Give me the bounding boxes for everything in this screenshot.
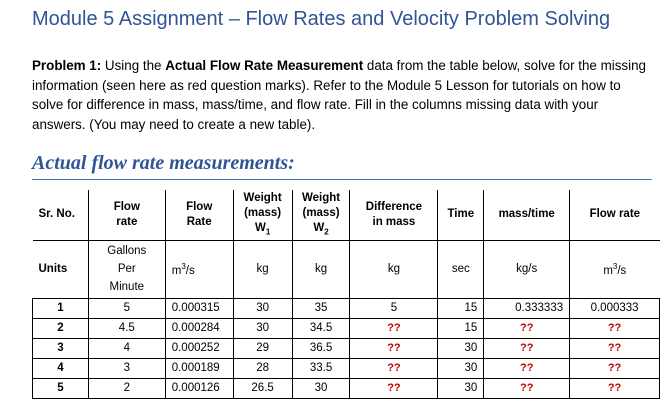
cell-gpm: 2 — [87, 378, 166, 399]
units-m3s: m3/s — [164, 240, 234, 299]
units-kg-w1: kg — [232, 240, 293, 299]
cell-time: 30 — [437, 378, 484, 399]
cell-diff: 5 — [349, 298, 438, 319]
table-row: 1 5 0.000315 30 35 5 15 0.333333 0.00033… — [32, 298, 660, 319]
cell-m3s: 0.000284 — [164, 318, 234, 339]
cell-m3s: 0.000189 — [164, 358, 234, 379]
cell-gpm: 5 — [87, 298, 166, 319]
flow-rate-table: Sr. No. Flow rate Flow Rate Weight (mass) W1… — [32, 190, 660, 399]
cell-mass-time-missing: ?? — [483, 378, 570, 399]
cell-w2: 33.5 — [291, 358, 350, 379]
problem-text-2: data from the table below, solve for the… — [32, 58, 646, 132]
header-mass-time: mass/time — [483, 190, 570, 241]
problem-bold-phrase: Actual Flow Rate Measurement — [165, 58, 364, 73]
units-kgs: kg/s — [483, 240, 570, 299]
units-sec: sec — [437, 240, 484, 299]
table-row: 4 3 0.000189 28 33.5 ?? 30 ?? ?? — [32, 358, 660, 379]
cell-w2: 30 — [291, 378, 350, 399]
cell-m3s: 0.000252 — [164, 338, 234, 359]
header-row: Sr. No. Flow rate Flow Rate Weight (mass) W1… — [32, 190, 660, 241]
cell-time: 30 — [437, 338, 484, 359]
cell-w2: 35 — [291, 298, 350, 319]
cell-time: 15 — [437, 318, 484, 339]
cell-flow: 0.000333 — [569, 298, 660, 319]
cell-mass-time-missing: ?? — [483, 318, 570, 339]
units-gpm: Gallons Per Minute — [87, 240, 166, 299]
cell-mass-time: 0.333333 — [483, 298, 570, 319]
units-row: Units Gallons Per Minute m3/s kg kg kg sec… — [32, 240, 660, 299]
cell-w1: 30 — [232, 318, 293, 339]
header-difference-in-mass: Difference in mass — [349, 190, 438, 241]
cell-gpm: 3 — [87, 358, 166, 379]
cell-m3s: 0.000126 — [164, 378, 234, 399]
table-row: 5 2 0.000126 26.5 30 ?? 30 ?? ?? — [32, 378, 660, 399]
units-m3s-flow: m3/s — [569, 240, 660, 299]
cell-diff-missing: ?? — [349, 318, 438, 339]
cell-w1: 26.5 — [232, 378, 293, 399]
cell-time: 15 — [437, 298, 484, 319]
cell-diff-missing: ?? — [349, 338, 438, 359]
cell-diff-missing: ?? — [349, 358, 438, 379]
cell-sr: 5 — [32, 378, 89, 399]
header-weight-w2: Weight (mass) W2 — [291, 190, 350, 241]
cell-w1: 28 — [232, 358, 293, 379]
cell-gpm: 4 — [87, 338, 166, 359]
cell-diff-missing: ?? — [349, 378, 438, 399]
header-weight-w1: Weight (mass) W1 — [232, 190, 293, 241]
cell-flow-missing: ?? — [569, 378, 660, 399]
cell-sr: 1 — [32, 298, 89, 319]
cell-mass-time-missing: ?? — [483, 338, 570, 359]
table-row: 3 4 0.000252 29 36.5 ?? 30 ?? ?? — [32, 338, 660, 359]
header-flow-rate-m3s: Flow Rate — [164, 190, 234, 241]
cell-gpm: 4.5 — [87, 318, 166, 339]
problem-statement: Problem 1: Using the Actual Flow Rate Me… — [32, 56, 652, 134]
table-row: 2 4.5 0.000284 30 34.5 ?? 15 ?? ?? — [32, 318, 660, 339]
cell-sr: 3 — [32, 338, 89, 359]
section-heading: Actual flow rate measurements: — [32, 152, 295, 174]
header-time: Time — [437, 190, 484, 241]
problem-text-1: Using the — [101, 58, 166, 73]
section-heading-underline — [32, 179, 652, 180]
page-title: Module 5 Assignment – Flow Rates and Vel… — [32, 8, 611, 30]
cell-w2: 34.5 — [291, 318, 350, 339]
header-flow-rate-gpm: Flow rate — [87, 190, 166, 241]
cell-flow-missing: ?? — [569, 318, 660, 339]
cell-w1: 30 — [232, 298, 293, 319]
cell-time: 30 — [437, 358, 484, 379]
units-kg-w2: kg — [291, 240, 350, 299]
units-kg-diff: kg — [349, 240, 438, 299]
cell-m3s: 0.000315 — [164, 298, 234, 319]
cell-mass-time-missing: ?? — [483, 358, 570, 379]
cell-sr: 2 — [32, 318, 89, 339]
problem-label: Problem 1: — [32, 58, 102, 73]
header-flow-rate: Flow rate — [569, 190, 660, 241]
cell-w2: 36.5 — [291, 338, 350, 359]
cell-flow-missing: ?? — [569, 358, 660, 379]
header-sr-no: Sr. No. — [32, 190, 89, 241]
cell-flow-missing: ?? — [569, 338, 660, 359]
units-label: Units — [32, 240, 89, 299]
cell-w1: 29 — [232, 338, 293, 359]
cell-sr: 4 — [32, 358, 89, 379]
